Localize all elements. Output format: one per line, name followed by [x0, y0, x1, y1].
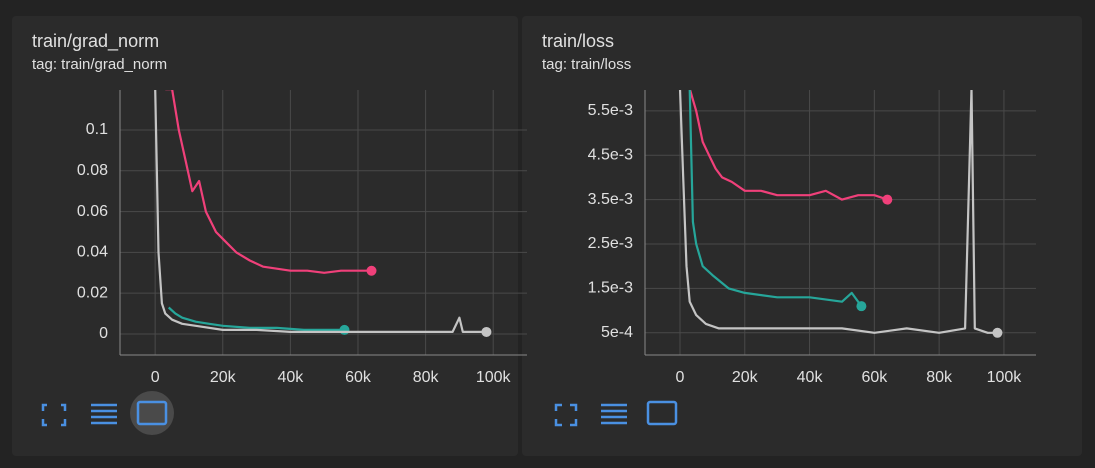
card [522, 16, 1082, 456]
fullscreen-button[interactable] [41, 403, 67, 427]
x-tick-label: 40k [797, 369, 824, 386]
x-tick-label: 60k [345, 369, 372, 386]
fit-highlight [130, 391, 174, 435]
end-marker [481, 326, 492, 337]
series-line [688, 90, 888, 201]
y-tick-label: 0.06 [77, 203, 108, 220]
x-tick-label: 80k [413, 369, 440, 386]
end-marker [366, 265, 377, 276]
y-tick-label: 0.02 [77, 284, 108, 301]
legend-button[interactable] [91, 403, 117, 425]
x-tick-label: 100k [476, 369, 512, 386]
y-tick-label: 5e-4 [601, 324, 633, 341]
y-tick-label: 0 [99, 325, 108, 342]
toolbar [41, 391, 678, 435]
series-line [154, 90, 487, 333]
x-tick-label: 80k [926, 369, 953, 386]
fullscreen-button[interactable] [554, 403, 578, 427]
chart-subtitle: tag: train/loss [542, 56, 631, 73]
y-tick-label: 0.1 [86, 121, 108, 138]
y-tick-label: 2.5e-3 [588, 235, 633, 252]
series-line [165, 90, 372, 274]
end-marker [856, 301, 867, 312]
x-tick-label: 0 [151, 369, 160, 386]
y-tick-label: 3.5e-3 [588, 191, 633, 208]
end-marker [992, 327, 1003, 338]
chart-title: train/loss [542, 31, 614, 51]
x-tick-label: 0 [676, 369, 685, 386]
y-tick-label: 5.5e-3 [588, 102, 633, 119]
legend-button[interactable] [601, 403, 627, 425]
y-tick-label: 0.04 [77, 244, 108, 261]
card [12, 16, 518, 456]
x-tick-label: 100k [987, 369, 1023, 386]
series-line [678, 90, 998, 334]
series-line [167, 306, 345, 331]
x-tick-label: 60k [861, 369, 888, 386]
x-tick-label: 20k [210, 369, 237, 386]
y-tick-label: 4.5e-3 [588, 146, 633, 163]
fit-button[interactable] [646, 400, 678, 426]
x-tick-label: 20k [732, 369, 759, 386]
end-marker [882, 194, 893, 205]
y-tick-label: 1.5e-3 [588, 280, 633, 297]
series-line [688, 90, 863, 307]
plot [154, 90, 492, 337]
x-tick-label: 40k [277, 369, 304, 386]
y-tick-label: 0.08 [77, 162, 108, 179]
plot [678, 90, 1003, 338]
end-marker [339, 324, 350, 335]
chart-title: train/grad_norm [32, 31, 159, 52]
fit-button[interactable] [136, 400, 168, 426]
chart-subtitle: tag: train/grad_norm [32, 56, 167, 73]
